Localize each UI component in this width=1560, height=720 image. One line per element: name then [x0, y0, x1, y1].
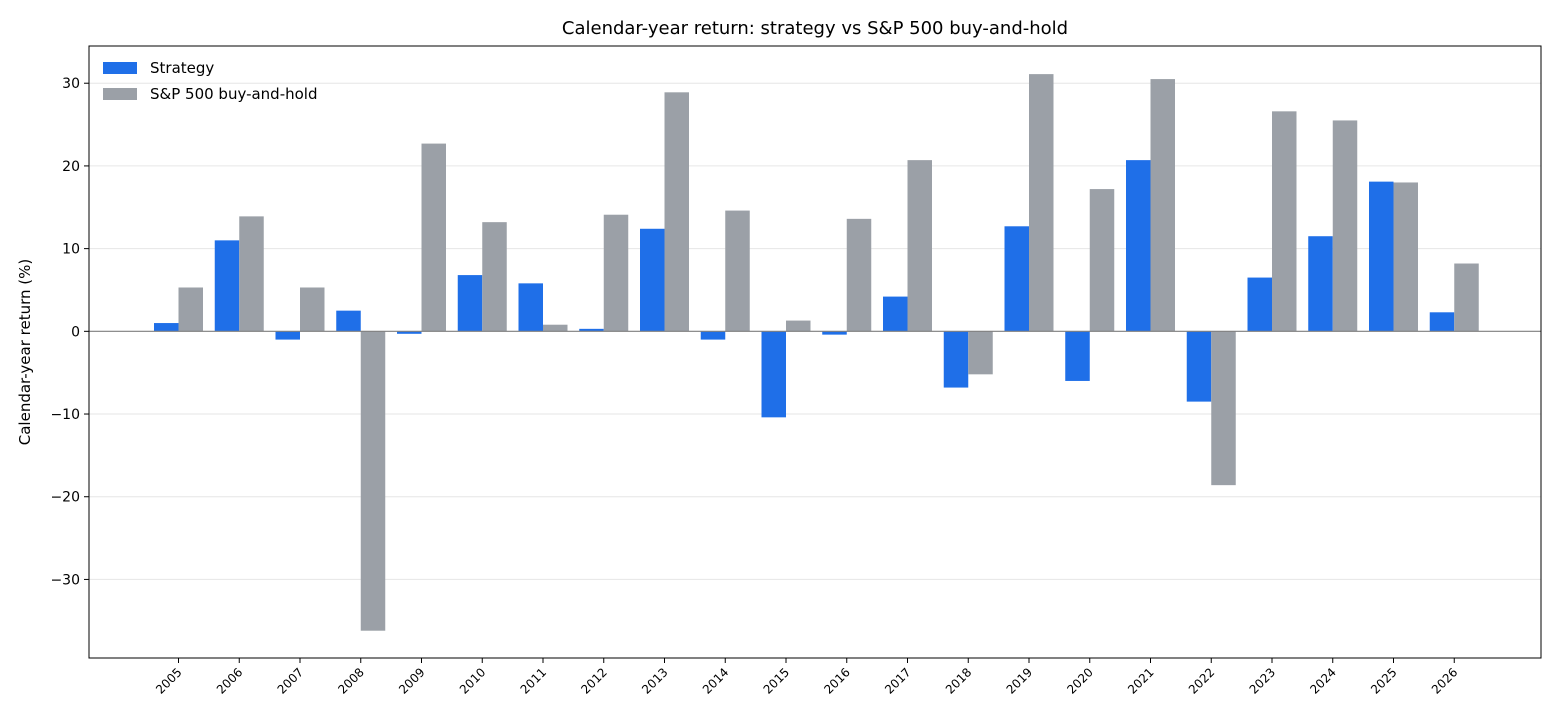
x-tick-label: 2016: [821, 665, 852, 696]
bar-strategy-2009: [397, 331, 422, 334]
bar-strategy-2020: [1065, 331, 1090, 381]
bar-sp500-2020: [1089, 189, 1115, 332]
x-tick-label: 2021: [1125, 665, 1156, 696]
bar-sp500-2023: [1272, 111, 1297, 332]
bar-strategy-2007: [275, 331, 300, 340]
x-tick-label: 2005: [153, 665, 184, 696]
x-tick-label: 2017: [882, 665, 913, 696]
y-tick-label: 20: [62, 159, 80, 175]
bar-sp500-2018: [968, 331, 993, 375]
legend-label-sp500: S&P 500 buy-and-hold: [150, 85, 318, 103]
bar-sp500-2011: [543, 324, 568, 332]
y-axis-label: Calendar-year return (%): [16, 259, 34, 445]
x-tick-label: 2009: [396, 665, 427, 696]
plot-frame: [88, 45, 1542, 659]
y-tick-label: 0: [71, 324, 80, 340]
y-tick-label: −10: [50, 407, 80, 423]
bar-strategy-2005: [154, 323, 179, 332]
bar-strategy-2008: [336, 310, 361, 332]
bar-strategy-2013: [640, 228, 665, 332]
bar-sp500-2024: [1332, 120, 1358, 332]
bar-strategy-2018: [943, 331, 969, 388]
bar-strategy-2014: [700, 331, 726, 340]
bar-strategy-2025: [1369, 181, 1394, 332]
bar-sp500-2016: [846, 218, 872, 332]
x-tick-label: 2022: [1186, 665, 1217, 696]
bar-strategy-2010: [457, 275, 483, 332]
y-tick-label: −20: [50, 490, 80, 506]
legend-swatch-strategy: [103, 62, 137, 74]
bar-strategy-2021: [1126, 160, 1151, 332]
bar-sp500-2019: [1029, 74, 1054, 332]
bar-strategy-2024: [1308, 236, 1333, 332]
axes: −30 −20 −10 0 10 20 30 2005 2006 2007 2008 2009 2010…: [50, 45, 1542, 697]
y-tick-label: 10: [62, 242, 80, 258]
x-tick-label: 2010: [457, 665, 488, 696]
bar-strategy-2022: [1186, 331, 1212, 402]
x-tick-label: 2020: [1064, 665, 1095, 696]
bar-sp500-2009: [421, 143, 446, 332]
bar-strategy-2017: [883, 296, 908, 332]
x-tick-label: 2011: [518, 665, 549, 696]
bar-sp500-2022: [1211, 331, 1236, 486]
legend-label-strategy: Strategy: [150, 59, 214, 77]
x-tick-label: 2012: [578, 665, 609, 696]
y-tick-label: 30: [62, 76, 80, 92]
bar-sp500-2007: [300, 287, 325, 332]
y-tick-label: −30: [50, 572, 80, 588]
x-tick-label: 2025: [1368, 665, 1399, 696]
bar-strategy-2016: [822, 331, 847, 335]
bar-sp500-2025: [1393, 182, 1418, 332]
bar-sp500-2026: [1454, 263, 1479, 332]
x-tick-label: 2015: [761, 665, 792, 696]
bars: [154, 74, 1479, 631]
bar-sp500-2017: [907, 160, 932, 332]
x-tick-label: 2026: [1429, 665, 1460, 696]
x-tick-label: 2019: [1004, 665, 1035, 696]
x-tick-label: 2023: [1247, 665, 1278, 696]
bar-sp500-2008: [360, 331, 386, 631]
bar-sp500-2021: [1150, 79, 1175, 332]
bar-strategy-2019: [1004, 226, 1029, 332]
x-tick-label: 2013: [639, 665, 670, 696]
bar-sp500-2013: [664, 92, 689, 332]
x-tick-label: 2014: [700, 665, 731, 696]
bar-sp500-2005: [178, 287, 203, 332]
x-tick-label: 2018: [943, 665, 974, 696]
chart-title: Calendar-year return: strategy vs S&P 50…: [562, 18, 1068, 39]
legend: Strategy S&P 500 buy-and-hold: [103, 59, 318, 103]
bar-strategy-2015: [761, 331, 786, 418]
x-tick-label: 2008: [335, 665, 366, 696]
bar-strategy-2026: [1429, 312, 1455, 332]
bar-sp500-2006: [239, 216, 264, 332]
bar-strategy-2011: [518, 283, 543, 332]
x-tick-label: 2006: [214, 665, 245, 696]
bar-sp500-2014: [725, 210, 750, 332]
bar-strategy-2012: [579, 328, 604, 332]
bar-sp500-2015: [786, 320, 811, 332]
bar-strategy-2006: [214, 240, 240, 332]
bar-sp500-2010: [482, 222, 507, 332]
x-tick-label: 2024: [1307, 665, 1338, 696]
legend-swatch-sp500: [103, 88, 137, 100]
x-tick-label: 2007: [275, 665, 306, 696]
bar-sp500-2012: [603, 214, 629, 332]
bar-strategy-2023: [1247, 277, 1272, 332]
